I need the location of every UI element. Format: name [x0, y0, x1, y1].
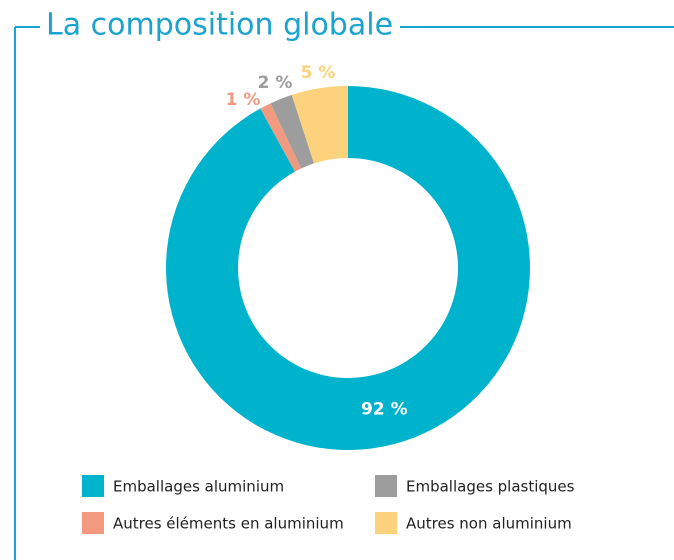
donut-slice: [260, 103, 302, 172]
legend-label: Emballages aluminium: [113, 478, 284, 496]
data-label: 92 %: [361, 399, 408, 419]
chart-title: La composition globale: [46, 8, 393, 43]
legend-label: Autres éléments en aluminium: [113, 515, 344, 533]
data-label: 2 %: [258, 73, 293, 93]
donut-slice: [165, 86, 530, 450]
data-label: 1 %: [226, 90, 261, 110]
data-label: 5 %: [301, 63, 336, 83]
legend-swatch: [375, 512, 397, 534]
donut-slice: [291, 86, 348, 164]
legend-label: Autres non aluminium: [406, 515, 572, 533]
legend-label: Emballages plastiques: [406, 478, 575, 496]
legend-swatch: [375, 475, 397, 497]
donut-slice: [270, 94, 315, 169]
legend-swatch: [82, 475, 104, 497]
legend-swatch: [82, 512, 104, 534]
